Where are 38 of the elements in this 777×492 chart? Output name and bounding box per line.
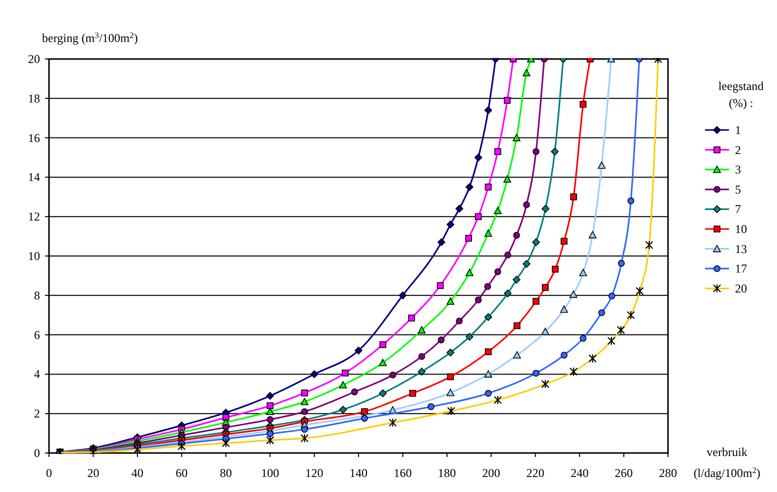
x-tick-label: 220: [526, 466, 544, 480]
y-tick-label: 0: [34, 446, 40, 460]
x-tick-label: 240: [570, 466, 589, 480]
y-tick-label: 2: [34, 406, 40, 421]
x-tick-label: 20: [87, 466, 100, 480]
legend-label: 3: [735, 162, 741, 177]
legend-label: 17: [735, 262, 747, 276]
y-axis-title: berging (m$^{3}$/100m$^{2}$): [42, 30, 138, 45]
y-tick-label: 14: [28, 170, 40, 184]
x-tick-label: 260: [614, 466, 633, 480]
y-tick-label: 20: [28, 52, 40, 66]
x-tick-label: 100: [261, 466, 280, 480]
legend-label: 1: [735, 123, 741, 137]
legend-label: 2: [735, 142, 741, 157]
y-tick-label: 18: [28, 91, 40, 106]
x-tick-label: 140: [350, 466, 368, 480]
legend-label: 13: [735, 242, 747, 256]
y-tick-label: 8: [34, 288, 40, 302]
x-tick-label: 60: [176, 466, 188, 480]
x-tick-label: 280: [659, 466, 677, 480]
y-tick-label: 16: [28, 130, 40, 145]
x-tick-label: 120: [305, 466, 324, 480]
legend-label: 10: [735, 222, 747, 236]
y-tick-label: 12: [28, 210, 40, 224]
legend-label: 5: [735, 182, 741, 196]
y-tick-label: 4: [34, 367, 40, 382]
y-tick-label: 6: [34, 328, 40, 342]
legend-label: 7: [735, 202, 741, 216]
x-tick-label: 180: [438, 466, 456, 480]
x-tick-label: 160: [394, 466, 412, 480]
legend-title: leegstand (%) :: [718, 79, 764, 110]
x-tick-label: 0: [46, 466, 52, 480]
y-tick-label: 10: [28, 249, 40, 263]
x-tick-label: 200: [482, 466, 500, 480]
x-tick-label: 80: [220, 466, 232, 480]
x-axis-title: verbruik (l/dag/100m$^{2}$): [694, 445, 760, 480]
legend-label: 20: [735, 281, 747, 296]
x-tick-label: 40: [131, 466, 144, 480]
